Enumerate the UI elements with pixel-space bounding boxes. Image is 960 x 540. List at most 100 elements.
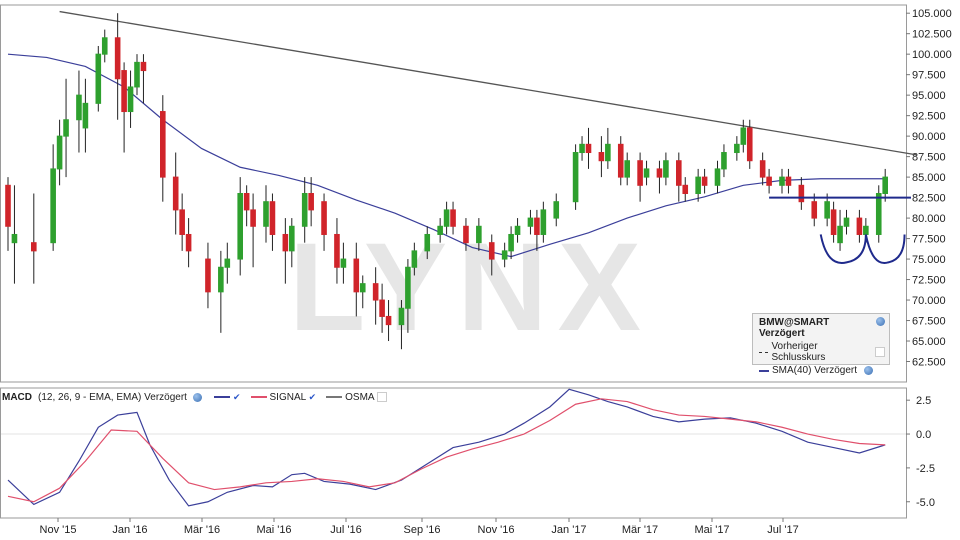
x-tick-label: Mär '17 <box>622 524 658 536</box>
checkbox-icon[interactable] <box>875 347 885 357</box>
candle-body <box>140 61 147 72</box>
candle-body <box>527 217 534 227</box>
candle-body <box>605 143 611 162</box>
x-tick-label: Jul '16 <box>330 524 361 536</box>
y-tick-label: 82.500 <box>912 193 946 205</box>
globe-icon[interactable] <box>192 392 202 402</box>
osma-swatch <box>326 395 343 398</box>
candle-body <box>82 102 89 129</box>
candle-body <box>476 225 482 244</box>
dashed-line-icon <box>759 351 769 353</box>
candle-body <box>856 217 863 235</box>
candle-body <box>663 160 669 178</box>
candle-body <box>237 193 243 260</box>
resistance-trendline <box>59 10 918 156</box>
watermark-text: LYNX <box>289 218 651 357</box>
x-tick-label: Nov '15 <box>40 524 77 536</box>
price-legend: BMW@SMART Verzögert Vorheriger Schlussku… <box>752 313 890 376</box>
y-tick-label: 102.500 <box>912 29 952 41</box>
candle-body <box>340 258 347 268</box>
candle-body <box>637 160 643 186</box>
candle-body <box>830 209 837 235</box>
candle-body <box>798 184 805 203</box>
candle-body <box>882 176 889 194</box>
candle-body <box>843 217 850 227</box>
y-tick-label: 100.000 <box>912 49 952 61</box>
candle-body <box>50 168 56 244</box>
candle-body <box>205 258 211 293</box>
y-tick-label: 80.000 <box>912 213 946 225</box>
x-tick-label: Mär '16 <box>184 524 220 536</box>
candle-body <box>63 119 69 137</box>
legend-sma: SMA(40) Verzögert <box>772 365 858 376</box>
candle-body <box>250 209 256 227</box>
candle-body <box>359 283 366 293</box>
check-icon[interactable]: ✔ <box>308 391 317 402</box>
candle-body <box>243 193 250 211</box>
candle-body <box>682 184 689 195</box>
candle-body <box>875 193 882 235</box>
candle-body <box>218 266 224 293</box>
candle-body <box>488 242 495 260</box>
candle-body <box>579 143 585 154</box>
y-tick-label: 90.000 <box>912 131 946 143</box>
legend-prev-close: Vorheriger Schlusskurs <box>771 341 826 363</box>
y-tick-label: 97.500 <box>912 70 946 82</box>
x-tick-label: Jan '17 <box>551 524 586 536</box>
candle-body <box>372 283 379 301</box>
candle-body <box>721 152 727 170</box>
candle-body <box>553 201 560 219</box>
candle-body <box>31 242 37 252</box>
macd-title: MACD <box>2 391 32 403</box>
x-tick-label: Mai '16 <box>256 524 291 536</box>
signal-line <box>7 398 886 503</box>
sma-line-icon <box>759 369 769 372</box>
pattern-arc-right <box>864 234 906 264</box>
macd-y-tick-label: 0.0 <box>916 429 931 441</box>
macd-y-tick-label: -2.5 <box>916 463 935 475</box>
candle-body <box>101 37 108 55</box>
globe-icon[interactable] <box>864 366 874 375</box>
candle-body <box>160 111 166 178</box>
candle-body <box>289 225 295 252</box>
x-tick-label: Sep '16 <box>404 524 441 536</box>
check-icon[interactable]: ✔ <box>232 391 241 402</box>
y-tick-label: 70.000 <box>912 295 946 307</box>
candle-body <box>56 135 63 170</box>
y-tick-label: 65.000 <box>912 336 946 348</box>
candle-body <box>11 233 18 244</box>
candle-body <box>759 160 766 178</box>
candle-body <box>624 160 631 178</box>
candle-body <box>585 143 592 154</box>
y-tick-label: 67.500 <box>912 316 946 328</box>
pattern-arc-left <box>819 234 867 264</box>
candle-body <box>734 143 740 154</box>
candle-body <box>701 176 708 186</box>
y-tick-label: 105.000 <box>912 8 952 20</box>
checkbox-icon[interactable] <box>376 391 387 402</box>
candle-body <box>656 168 663 178</box>
osma-label: OSMA <box>345 391 375 403</box>
candle-body <box>617 143 624 178</box>
candle-body <box>572 152 579 203</box>
candle-body <box>95 53 102 104</box>
candle-body <box>863 225 869 235</box>
candle-body <box>308 193 314 211</box>
x-tick-label: Jul '17 <box>767 524 798 536</box>
candle-body <box>514 225 521 235</box>
candle-body <box>443 209 450 227</box>
candle-body <box>695 176 701 194</box>
sma40-line <box>7 53 886 258</box>
globe-icon[interactable] <box>876 317 885 326</box>
macd-y-tick-label: 2.5 <box>916 395 931 407</box>
candle-body <box>811 201 818 219</box>
macd-params: (12, 26, 9 - EMA, EMA) Verzögert <box>38 391 187 403</box>
candle-body <box>385 315 392 326</box>
candle-body <box>127 86 134 113</box>
candle-body <box>301 193 308 227</box>
candle-body <box>540 209 547 235</box>
candle-body <box>837 225 843 244</box>
y-tick-label: 95.000 <box>912 90 946 102</box>
candle-body <box>411 250 418 268</box>
candle-body <box>114 37 121 80</box>
